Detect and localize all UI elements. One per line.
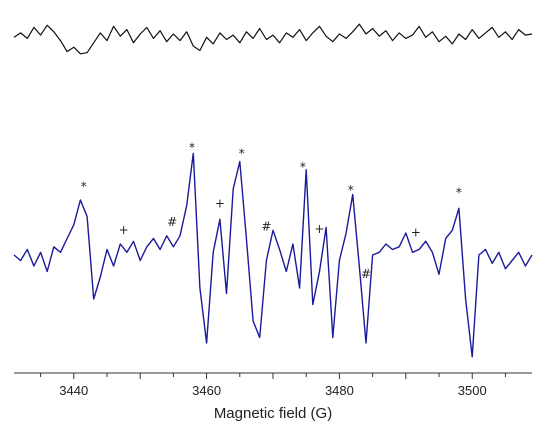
spectrum-trace-2 xyxy=(13,152,533,358)
peak-marker: * xyxy=(456,185,462,199)
peak-marker: + xyxy=(411,226,421,240)
x-axis: 3440 3460 3480 3500 xyxy=(14,372,532,398)
plot-area: * + # * + * # * + * # + * xyxy=(13,23,533,358)
peak-marker: # xyxy=(167,215,177,229)
peak-marker: # xyxy=(261,219,271,233)
peak-marker: # xyxy=(361,267,371,281)
peak-marker: + xyxy=(119,223,129,237)
x-tick-label: 3480 xyxy=(325,383,354,398)
peak-marker: * xyxy=(189,141,195,155)
spectrum-trace-1 xyxy=(13,23,533,55)
x-axis-title: Magnetic field (G) xyxy=(214,405,332,422)
x-tick-label: 3500 xyxy=(458,383,487,398)
peak-marker: * xyxy=(300,160,306,174)
peak-marker: + xyxy=(314,222,324,236)
x-tick-label: 3440 xyxy=(59,383,88,398)
peak-marker: * xyxy=(239,147,245,161)
peak-marker: * xyxy=(348,183,354,197)
peak-marker: * xyxy=(81,180,87,194)
x-tick-label: 3460 xyxy=(192,383,221,398)
peak-marker: + xyxy=(215,196,225,210)
